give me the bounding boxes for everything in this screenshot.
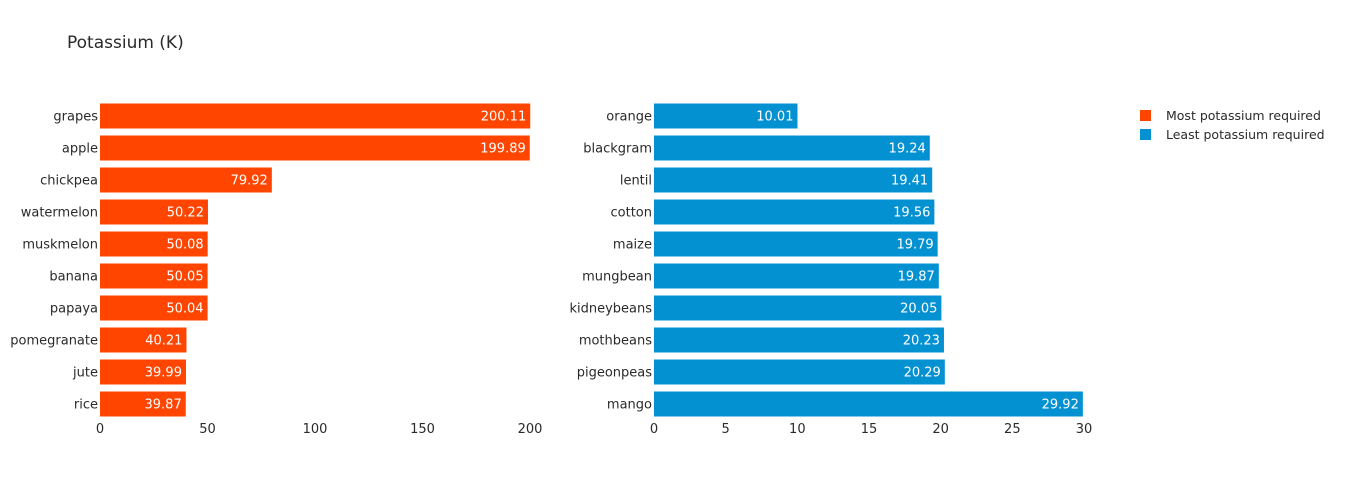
x-tick-label-1-2: 10 bbox=[789, 422, 806, 437]
data-label-mothbeans: 20.23 bbox=[903, 334, 940, 349]
bar-lentil[interactable] bbox=[654, 167, 933, 193]
data-label-orange: 10.01 bbox=[756, 110, 793, 125]
category-label-grapes: grapes bbox=[53, 110, 98, 125]
data-label-muskmelon: 50.08 bbox=[166, 238, 203, 253]
bar-chickpea[interactable] bbox=[100, 167, 272, 193]
bar-maize[interactable] bbox=[654, 231, 938, 257]
x-tick-label-0-2: 100 bbox=[303, 422, 328, 437]
bar-blackgram[interactable] bbox=[654, 135, 930, 161]
bar-grapes[interactable] bbox=[100, 103, 531, 129]
bar-mango[interactable] bbox=[654, 391, 1083, 417]
legend: Most potassium required Least potassium … bbox=[1140, 106, 1325, 144]
data-label-grapes: 200.11 bbox=[481, 110, 527, 125]
category-label-kidneybeans: kidneybeans bbox=[569, 302, 652, 317]
category-label-papaya: papaya bbox=[50, 302, 98, 317]
data-label-lentil: 19.41 bbox=[891, 174, 928, 189]
category-label-maize: maize bbox=[613, 238, 652, 253]
category-label-watermelon: watermelon bbox=[21, 206, 98, 221]
category-label-blackgram: blackgram bbox=[583, 142, 652, 157]
data-label-kidneybeans: 20.05 bbox=[900, 302, 937, 317]
bar-watermelon[interactable] bbox=[100, 199, 208, 225]
data-label-mungbean: 19.87 bbox=[898, 270, 935, 285]
category-label-jute: jute bbox=[72, 366, 98, 381]
bar-mungbean[interactable] bbox=[654, 263, 939, 289]
legend-label-least: Least potassium required bbox=[1166, 127, 1325, 142]
legend-item-most[interactable]: Most potassium required bbox=[1140, 106, 1325, 125]
x-tick-label-0-4: 200 bbox=[518, 422, 543, 437]
bar-kidneybeans[interactable] bbox=[654, 295, 942, 321]
data-label-rice: 39.87 bbox=[145, 398, 182, 413]
category-label-cotton: cotton bbox=[611, 206, 653, 221]
category-label-banana: banana bbox=[49, 270, 98, 285]
data-label-watermelon: 50.22 bbox=[167, 206, 204, 221]
category-label-mothbeans: mothbeans bbox=[579, 334, 652, 349]
data-label-banana: 50.05 bbox=[166, 270, 203, 285]
data-label-cotton: 19.56 bbox=[893, 206, 930, 221]
x-tick-label-1-1: 5 bbox=[722, 422, 730, 437]
x-tick-label-1-6: 30 bbox=[1076, 422, 1093, 437]
bar-pomegranate[interactable] bbox=[100, 327, 187, 353]
legend-item-least[interactable]: Least potassium required bbox=[1140, 125, 1325, 144]
bar-cotton[interactable] bbox=[654, 199, 935, 225]
category-label-pigeonpeas: pigeonpeas bbox=[577, 366, 653, 381]
x-tick-label-0-1: 50 bbox=[199, 422, 216, 437]
data-label-blackgram: 19.24 bbox=[889, 142, 926, 157]
category-label-apple: apple bbox=[62, 142, 98, 157]
bar-orange[interactable] bbox=[654, 103, 798, 129]
category-label-mungbean: mungbean bbox=[582, 270, 652, 285]
x-tick-label-0-3: 150 bbox=[410, 422, 435, 437]
data-label-pomegranate: 40.21 bbox=[145, 334, 182, 349]
category-label-rice: rice bbox=[74, 398, 98, 413]
category-label-lentil: lentil bbox=[620, 174, 652, 189]
category-label-muskmelon: muskmelon bbox=[22, 238, 98, 253]
legend-swatch-least bbox=[1140, 129, 1151, 140]
category-label-pomegranate: pomegranate bbox=[10, 334, 98, 349]
x-tick-label-1-0: 0 bbox=[650, 422, 658, 437]
x-tick-label-0-0: 0 bbox=[96, 422, 104, 437]
x-tick-label-1-5: 25 bbox=[1004, 422, 1021, 437]
bar-pigeonpeas[interactable] bbox=[654, 359, 945, 385]
x-tick-label-1-4: 20 bbox=[932, 422, 949, 437]
category-label-mango: mango bbox=[607, 398, 652, 413]
data-label-mango: 29.92 bbox=[1042, 398, 1079, 413]
category-label-orange: orange bbox=[606, 110, 652, 125]
data-label-pigeonpeas: 20.29 bbox=[904, 366, 941, 381]
bar-apple[interactable] bbox=[100, 135, 530, 161]
data-label-chickpea: 79.92 bbox=[231, 174, 268, 189]
bar-muskmelon[interactable] bbox=[100, 231, 208, 257]
x-tick-label-1-3: 15 bbox=[861, 422, 878, 437]
bar-banana[interactable] bbox=[100, 263, 208, 289]
legend-label-most: Most potassium required bbox=[1166, 108, 1321, 123]
data-label-maize: 19.79 bbox=[896, 238, 933, 253]
legend-swatch-most bbox=[1140, 110, 1151, 121]
data-label-jute: 39.99 bbox=[145, 366, 182, 381]
category-label-chickpea: chickpea bbox=[40, 174, 98, 189]
bar-papaya[interactable] bbox=[100, 295, 208, 321]
bar-jute[interactable] bbox=[100, 359, 186, 385]
data-label-papaya: 50.04 bbox=[166, 302, 203, 317]
bar-mothbeans[interactable] bbox=[654, 327, 944, 353]
data-label-apple: 199.89 bbox=[480, 142, 526, 157]
bar-rice[interactable] bbox=[100, 391, 186, 417]
chart-title: Potassium (K) bbox=[67, 33, 184, 53]
